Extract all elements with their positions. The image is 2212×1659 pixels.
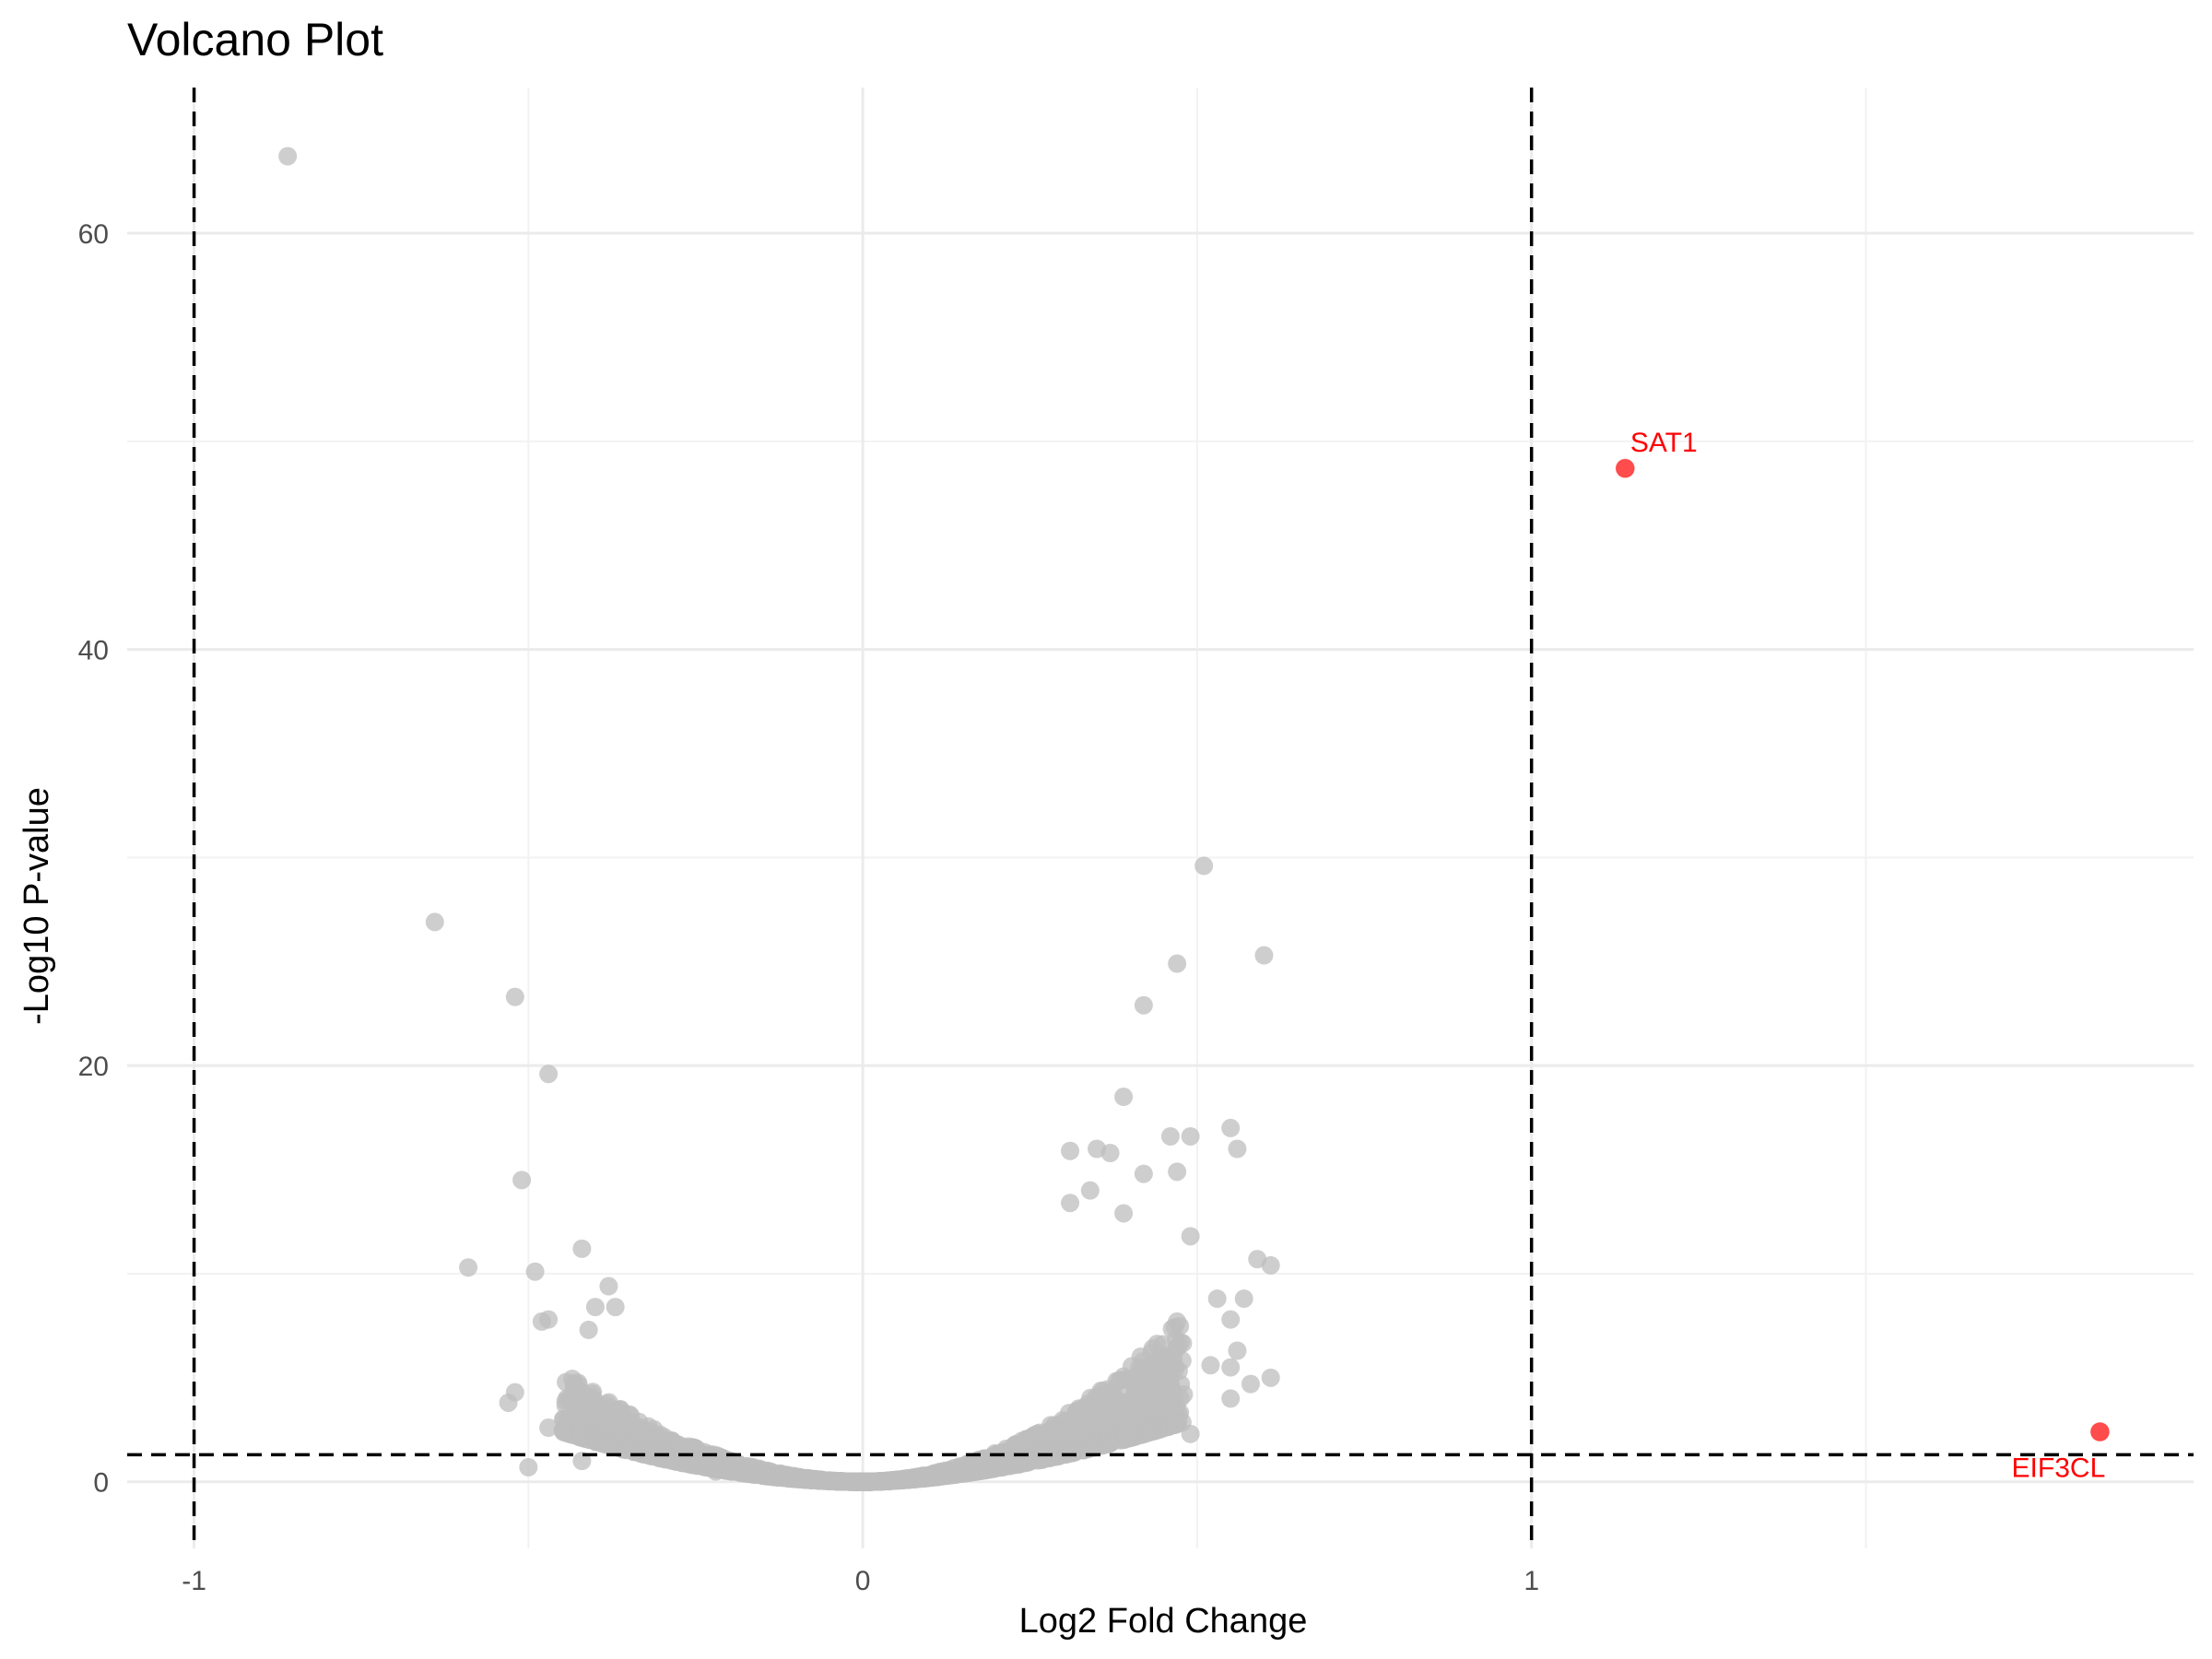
significant-point [2089,1422,2110,1442]
data-point [795,1469,815,1488]
data-point [892,1470,912,1489]
data-point [1061,1141,1080,1160]
data-point [1221,1118,1241,1137]
data-point [579,1320,598,1339]
data-point [1141,1420,1160,1440]
data-point [1134,1164,1153,1183]
data-point [811,1471,830,1490]
data-point [1160,1389,1180,1408]
data-point [425,912,444,932]
data-point [596,1418,616,1438]
data-point [1134,995,1153,1015]
data-point [627,1441,646,1461]
data-point [556,1395,575,1415]
chart-title: Volcano Plot [127,14,383,65]
data-point [599,1277,618,1296]
data-point [1181,1126,1200,1146]
data-point [512,1171,532,1190]
data-point [1097,1397,1116,1417]
data-point [1207,1289,1227,1309]
data-point [1221,1389,1241,1408]
y-tick-label: 0 [93,1468,109,1499]
data-point [1064,1442,1083,1462]
data-point [585,1298,605,1317]
data-point [505,987,524,1006]
data-point [459,1258,478,1277]
grid-lines [127,88,2194,1548]
data-point [1221,1310,1241,1329]
data-point [1134,1371,1153,1390]
data-point [278,147,298,166]
data-point [1241,1374,1260,1394]
data-points [278,147,1280,1491]
y-tick-label: 40 [78,636,109,666]
data-point [1168,954,1187,973]
data-point [1228,1139,1247,1159]
data-point [1168,1162,1187,1182]
data-point [569,1410,588,1430]
x-tick-label: -1 [182,1566,206,1596]
data-point [1261,1255,1280,1275]
data-point [1089,1420,1109,1440]
data-point [1045,1427,1065,1446]
data-point [499,1393,518,1412]
x-axis-title: Log2 Fold Change [1019,1602,1308,1641]
data-point [1061,1194,1080,1213]
data-point [706,1462,725,1481]
data-point [1078,1394,1098,1413]
data-point [735,1463,754,1482]
data-point [572,1239,592,1258]
data-point [1228,1341,1247,1360]
data-point [850,1472,869,1491]
data-point [1201,1356,1220,1375]
data-point [539,1418,559,1438]
data-point [1181,1227,1200,1246]
data-point [1234,1289,1253,1309]
data-point [1166,1412,1185,1431]
data-point [525,1262,545,1281]
data-point [1100,1144,1120,1163]
data-point [519,1457,538,1477]
data-point [1160,1126,1180,1146]
data-point [1181,1424,1200,1443]
significant-point [1615,458,1635,478]
data-point [643,1446,663,1465]
data-point [1143,1339,1162,1359]
gene-label: SAT1 [1630,428,1698,458]
data-point [539,1065,559,1084]
data-point [1261,1368,1280,1387]
data-point [688,1455,708,1475]
data-point [989,1458,1008,1477]
data-point [1116,1422,1135,1441]
data-point [606,1298,625,1317]
data-point [1194,856,1214,876]
data-point [562,1370,582,1389]
significant-points: SAT1 EIF3CL [1615,428,2110,1484]
y-tick-label: 60 [78,219,109,250]
data-point [598,1433,618,1453]
data-point [572,1452,592,1471]
data-point [618,1416,638,1435]
data-point [1111,1371,1130,1390]
data-point [1114,1088,1134,1107]
gene-label: EIF3CL [2012,1453,2106,1484]
data-point [1114,1204,1134,1223]
data-point [833,1472,853,1491]
data-point [957,1464,976,1483]
threshold-lines [127,88,2194,1548]
data-point [532,1312,551,1331]
data-point [1221,1358,1241,1377]
data-point [866,1472,886,1491]
x-tick-label: 1 [1524,1566,1539,1596]
data-point [920,1468,939,1488]
y-axis-title: -Log10 P-value [18,787,56,1025]
y-tick-label: 20 [78,1052,109,1082]
data-point [1168,1312,1187,1331]
data-point [1254,946,1274,965]
data-point [1080,1181,1100,1200]
data-point [758,1466,777,1486]
x-tick-label: 0 [855,1566,871,1596]
